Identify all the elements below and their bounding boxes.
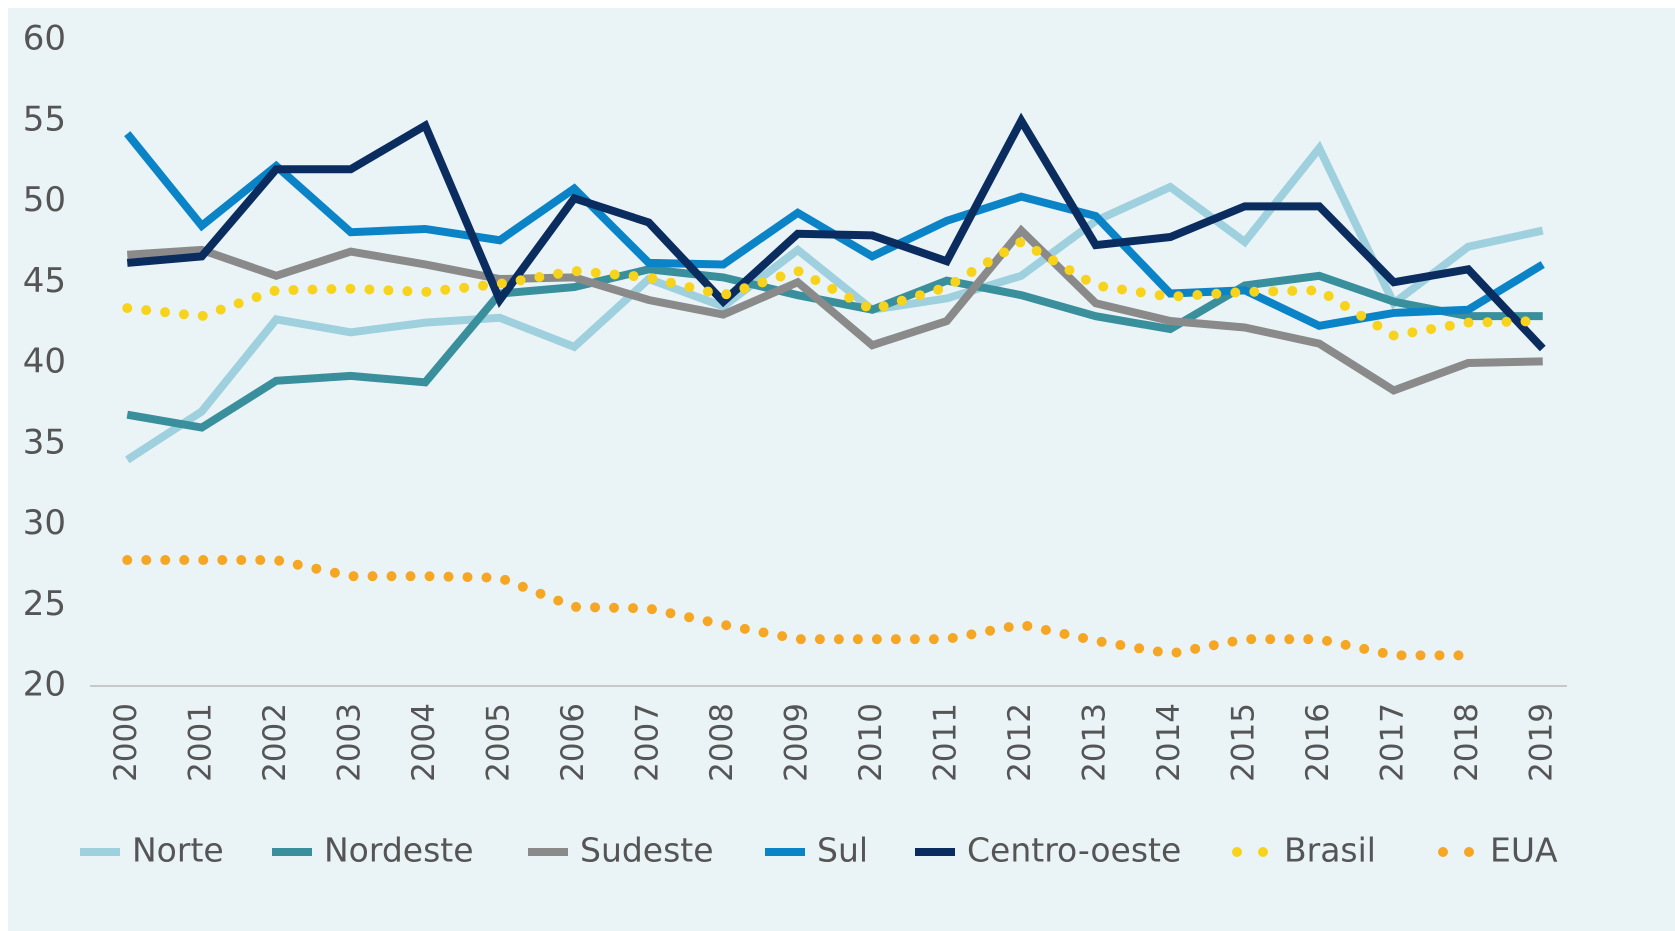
x-tick-label: 2013 — [1076, 703, 1112, 782]
series-line — [125, 140, 1544, 464]
x-tick-label: 2010 — [853, 703, 889, 782]
legend-label: Nordeste — [324, 831, 474, 870]
x-tick-label: 2018 — [1449, 703, 1485, 782]
x-tick-label: 2001 — [182, 703, 218, 782]
chart-background — [8, 8, 1675, 931]
series-line — [122, 555, 1474, 661]
legend-label: Centro-oeste — [967, 831, 1181, 870]
x-tick-label: 2002 — [257, 703, 293, 782]
x-tick-label: 2015 — [1225, 703, 1261, 782]
series-line — [126, 112, 1546, 352]
legend-label: Norte — [132, 831, 224, 870]
y-tick-label: 50 — [23, 180, 66, 220]
x-tick-label: 2006 — [555, 703, 591, 782]
y-tick-label: 30 — [23, 503, 66, 543]
x-tick-label: 2008 — [704, 703, 740, 782]
y-tick-label: 35 — [23, 422, 66, 462]
x-tick-label: 2019 — [1523, 703, 1559, 782]
series-line — [126, 265, 1543, 432]
x-tick-label: 2003 — [331, 703, 367, 782]
legend-label: EUA — [1490, 831, 1558, 870]
x-tick-label: 2000 — [108, 703, 144, 782]
x-tick-label: 2012 — [1002, 703, 1038, 782]
y-tick-label: 55 — [23, 99, 66, 139]
x-tick-label: 2007 — [629, 703, 665, 782]
x-tick-label: 2005 — [480, 703, 516, 782]
x-tick-label: 2009 — [778, 703, 814, 782]
y-tick-label: 60 — [23, 19, 66, 59]
y-tick-label: 20 — [23, 665, 66, 705]
y-tick-label: 45 — [23, 261, 66, 301]
y-tick-label: 40 — [23, 342, 66, 382]
x-tick-label: 2017 — [1374, 703, 1410, 782]
series-line — [126, 224, 1543, 395]
legend-label: Brasil — [1284, 831, 1376, 870]
legend-label: Sul — [817, 831, 868, 870]
legend-label: Sudeste — [580, 831, 714, 870]
y-tick-label: 25 — [23, 584, 66, 624]
x-tick-label: 2014 — [1151, 703, 1187, 782]
x-tick-label: 2011 — [927, 703, 963, 782]
x-tick-label: 2016 — [1300, 703, 1336, 782]
x-tick-label: 2004 — [406, 703, 442, 782]
series-line — [122, 236, 1548, 341]
